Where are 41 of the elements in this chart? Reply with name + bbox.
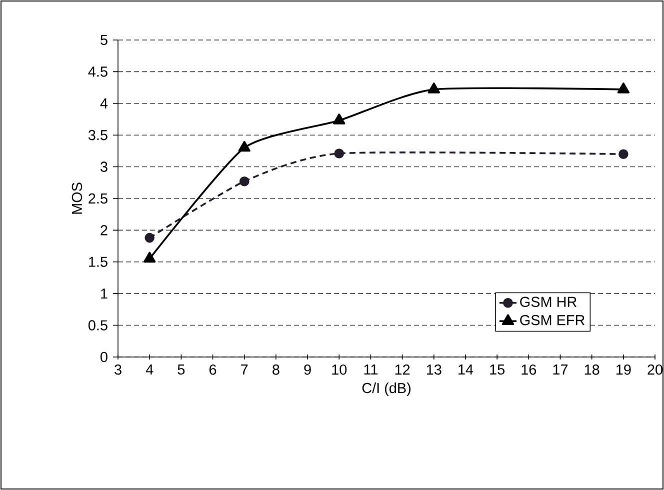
y-tick-label: 0.5 xyxy=(88,320,108,330)
y-tick-label: 1 xyxy=(101,288,108,299)
y-tick-label: 0 xyxy=(100,352,108,362)
x-tick-label: 18 xyxy=(584,364,600,375)
point xyxy=(428,82,440,94)
x-tick-label: 12 xyxy=(395,364,410,375)
point xyxy=(333,114,346,124)
x-tick-label: 9 xyxy=(304,364,311,375)
point xyxy=(238,140,250,152)
x-tick-label: 11 xyxy=(364,364,378,374)
x-tick-label: 20 xyxy=(648,364,662,375)
x-tick-label: 14 xyxy=(458,364,474,374)
x-axis-title: C/I (dB) xyxy=(362,382,410,396)
point xyxy=(617,82,630,94)
x-tick-label: 8 xyxy=(272,364,280,375)
x-tick-label: 6 xyxy=(209,364,216,375)
point xyxy=(618,149,628,160)
x-tick-label: 15 xyxy=(490,364,505,375)
y-tick-label: 2.5 xyxy=(88,193,108,204)
x-tick-label: 3 xyxy=(114,364,122,375)
point xyxy=(239,176,250,186)
y-tick-label: 4 xyxy=(100,98,108,108)
y-tick-label: 3.5 xyxy=(88,130,108,140)
legend-label: GSM EFR xyxy=(520,314,585,326)
x-tick-label: 4 xyxy=(146,364,154,374)
point xyxy=(144,232,154,243)
y-tick-label: 3 xyxy=(100,162,108,172)
x-tick-label: 16 xyxy=(522,364,536,375)
x-tick-label: 13 xyxy=(426,364,442,375)
y-tick-label: 1.5 xyxy=(89,256,108,267)
y-tick-label: 5 xyxy=(100,34,108,46)
legend-label: GSM HR xyxy=(520,296,576,307)
x-tick-label: 19 xyxy=(616,364,631,375)
x-tick-label: 7 xyxy=(241,364,248,374)
y-tick-label: 4.5 xyxy=(88,66,108,77)
y-tick-label: 2 xyxy=(100,225,108,236)
x-tick-label: 5 xyxy=(178,364,185,375)
x-tick-label: 10 xyxy=(332,364,347,375)
x-tick-label: 17 xyxy=(553,364,568,374)
y-axis-title: MOS xyxy=(72,182,82,214)
point xyxy=(334,148,344,158)
